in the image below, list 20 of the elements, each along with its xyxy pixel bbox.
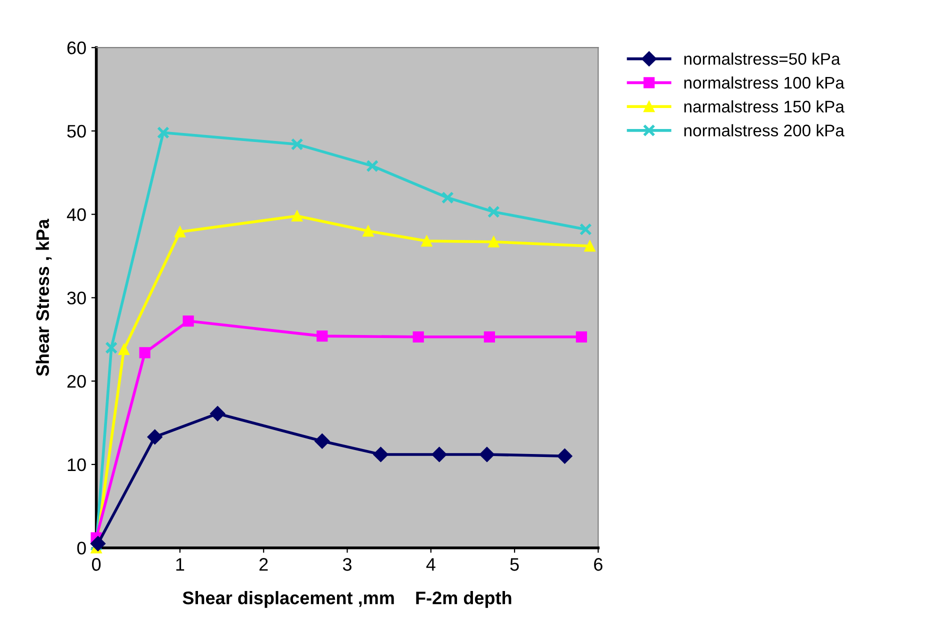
y-tick-label: 10 bbox=[68, 458, 86, 472]
x-tick-label: 0 bbox=[92, 558, 101, 571]
legend-label: normalstress 100 kPa bbox=[684, 76, 844, 89]
y-tick-label: 50 bbox=[67, 124, 86, 138]
y-tick-label: 30 bbox=[67, 292, 86, 304]
x-tick-label: 2 bbox=[259, 558, 268, 571]
x-tick-label: 3 bbox=[342, 558, 352, 571]
y-axis-title: Shear Stress , kPa bbox=[36, 218, 52, 376]
x-tick-label: 5 bbox=[510, 558, 519, 571]
y-tick-label: 60 bbox=[67, 42, 86, 54]
x-axis-title: Shear displacement ,mm F-2m depth bbox=[182, 591, 512, 608]
x-tick-label: 6 bbox=[594, 558, 602, 571]
legend-label: normalstress=50 kPa bbox=[684, 52, 840, 65]
y-tick-label: 0 bbox=[77, 542, 86, 555]
y-tick-label: 20 bbox=[67, 375, 86, 388]
x-tick-label: 4 bbox=[426, 558, 436, 571]
legend-label: normalstress 200 kPa bbox=[684, 124, 844, 136]
x-tick-label: 1 bbox=[176, 558, 184, 571]
y-tick-label: 40 bbox=[66, 208, 86, 222]
legend-label: narmalstress 150 kPa bbox=[684, 100, 844, 113]
